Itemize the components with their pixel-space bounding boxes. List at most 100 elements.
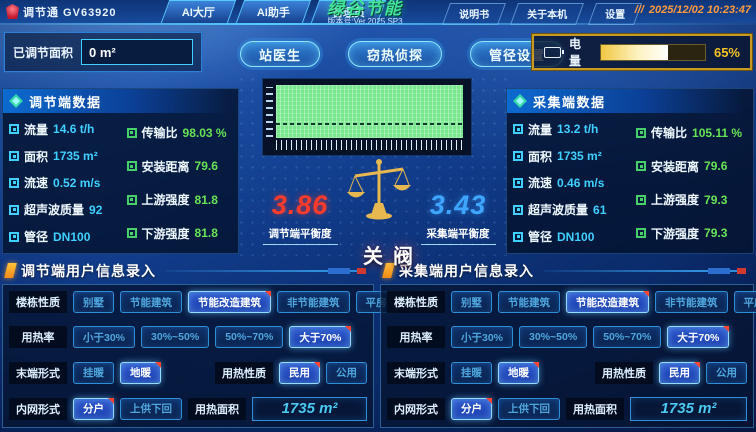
panel-collection-body: 流量 13.2 t/h 面积 1735 m² 流速 0.46 m/s 超声波质量 61 … (507, 113, 753, 253)
menu-item-about[interactable]: 关于本机 (509, 3, 585, 25)
option-civil-use[interactable]: 民用 (279, 361, 320, 384)
square-bullet-icon (9, 204, 19, 215)
option-bungalow[interactable]: 平房 (733, 291, 756, 313)
collection-balance-label: 采集端平衡度 (420, 226, 496, 245)
panel-regulation-header: 调节端数据 (3, 89, 238, 113)
adjusted-area-label: 已调节面积 (13, 45, 74, 60)
square-bullet-icon (636, 161, 646, 172)
top-menu: 说明书 关于本机 设置 (441, 3, 643, 25)
option-energy-saving-building[interactable]: 节能建筑 (120, 291, 182, 313)
option-gt70[interactable]: 大于70% (667, 326, 730, 349)
square-bullet-icon (513, 204, 523, 215)
metric-upstream-strength: 上游强度 81.8 (126, 191, 237, 208)
option-radiator[interactable]: 挂暖 (73, 361, 114, 384)
option-top-supply-bottom-return[interactable]: 上供下回 (498, 397, 560, 420)
option-50-70[interactable]: 50%~70% (593, 326, 662, 349)
collection-balance-block: 3.43 采集端平衡度 (402, 190, 514, 245)
battery-bar (599, 43, 706, 61)
form-collection-title: 采集端用户信息录入 (399, 262, 534, 279)
option-lt30[interactable]: 小于30% (451, 326, 514, 349)
square-bullet-icon (513, 231, 523, 242)
header-divider (166, 267, 366, 274)
option-per-household[interactable]: 分户 (451, 397, 492, 420)
option-public-use[interactable]: 公用 (706, 361, 747, 384)
option-per-household[interactable]: 分户 (73, 397, 114, 420)
square-bullet-icon (9, 177, 19, 188)
form-collection-body: 楼栋性质 别墅 节能建筑 节能改造建筑 非节能建筑 平房 用热率 小于30% 3… (380, 284, 756, 428)
heat-area-value[interactable]: 1735 m² (252, 396, 367, 421)
option-retrofit-building[interactable]: 节能改造建筑 (566, 291, 649, 313)
app-title-block: 绿谷节能 版本号:Ver.2025 SP3 (300, 0, 430, 26)
metric-ultrasonic-quality: 超声波质量 92 (9, 201, 119, 218)
form-regulation-header: 调节端用户信息录入 (2, 258, 374, 283)
option-non-energy-saving-building[interactable]: 非节能建筑 (277, 291, 350, 313)
square-bullet-icon (513, 124, 523, 135)
heat-area-label: 用热面积 (188, 397, 246, 420)
square-bullet-icon (9, 151, 19, 162)
option-public-use[interactable]: 公用 (326, 361, 367, 384)
panel-regulation-title: 调节端数据 (29, 94, 102, 110)
metric-transmission-ratio: 传输比 98.03 % (126, 124, 237, 141)
option-gt70[interactable]: 大于70% (289, 326, 352, 349)
regulation-balance-block: 3.86 调节端平衡度 (244, 190, 356, 245)
menu-item-manual[interactable]: 说明书 (441, 3, 507, 25)
metric-transmission-ratio: 传输比 105.11 % (636, 124, 751, 141)
panel-collection-data: 采集端数据 流量 13.2 t/h 面积 1735 m² 流速 0.46 m/s 超声… (506, 88, 754, 254)
option-50-70[interactable]: 50%~70% (215, 326, 284, 349)
option-radiator[interactable]: 挂暖 (451, 361, 492, 384)
tab-ai-hall[interactable]: AI大厅 (160, 0, 236, 23)
signal-scope (262, 78, 472, 156)
square-bullet-icon (126, 127, 137, 138)
datetime: /// 2025/12/02 10:23:47 (635, 4, 751, 16)
heat-nature-label: 用热性质 (595, 361, 653, 384)
option-30-50[interactable]: 30%~50% (141, 326, 210, 349)
metric-pipe-diameter: 管径 DN100 (513, 228, 628, 245)
heat-nature-label: 用热性质 (215, 361, 273, 384)
option-energy-saving-building[interactable]: 节能建筑 (498, 291, 560, 313)
row-network-and-area: 内网形式 分户 上供下回 用热面积 1735 m² (387, 396, 747, 421)
network-type-label: 内网形式 (9, 397, 67, 420)
option-retrofit-building[interactable]: 节能改造建筑 (188, 291, 271, 313)
square-bullet-icon (126, 228, 137, 239)
option-30-50[interactable]: 30%~50% (519, 326, 588, 349)
option-top-supply-bottom-return[interactable]: 上供下回 (120, 397, 182, 420)
square-bullet-icon (636, 127, 646, 138)
battery-icon (544, 46, 564, 58)
panel-collection-title: 采集端数据 (533, 94, 606, 110)
metric-downstream-strength: 下游强度 81.8 (126, 225, 237, 242)
square-bullet-icon (126, 161, 137, 172)
battery-widget: 电量 65% (531, 33, 753, 71)
close-valve-button[interactable]: 关阀 (363, 246, 423, 268)
heat-theft-detect-button[interactable]: 窃热侦探 (348, 41, 443, 67)
heat-area-label: 用热面积 (566, 397, 624, 420)
option-lt30[interactable]: 小于30% (73, 326, 136, 349)
collection-balance-value: 3.43 (429, 190, 487, 220)
square-bullet-icon (513, 177, 523, 188)
form-collection-user-info: 采集端用户信息录入 楼栋性质 别墅 节能建筑 节能改造建筑 非节能建筑 平房 用… (380, 258, 756, 430)
option-floor-heating[interactable]: 地暖 (120, 361, 161, 384)
row-building-type: 楼栋性质 别墅 节能建筑 节能改造建筑 非节能建筑 平房 (387, 291, 756, 313)
option-non-energy-saving-building[interactable]: 非节能建筑 (655, 291, 728, 313)
station-doctor-button[interactable]: 站医生 (240, 41, 321, 67)
option-floor-heating[interactable]: 地暖 (498, 361, 539, 384)
building-type-label: 楼栋性质 (387, 291, 445, 313)
heat-rate-label: 用热率 (387, 326, 445, 349)
heat-area-value[interactable]: 1735 m² (630, 396, 747, 421)
option-villa[interactable]: 别墅 (73, 291, 114, 313)
option-villa[interactable]: 别墅 (451, 291, 492, 313)
panel-regulation-body: 流量 14.6 t/h 面积 1735 m² 流速 0.52 m/s 超声波质量 92 … (3, 113, 238, 253)
header-divider (544, 267, 746, 274)
form-regulation-user-info: 调节端用户信息录入 楼栋性质 别墅 节能建筑 节能改造建筑 非节能建筑 平房 用… (2, 258, 397, 430)
form-regulation-title: 调节端用户信息录入 (21, 262, 156, 279)
row-building-type: 楼栋性质 别墅 节能建筑 节能改造建筑 非节能建筑 平房 (9, 291, 397, 313)
terminal-type-label: 末端形式 (387, 361, 445, 384)
diamond-icon (9, 94, 23, 108)
metric-ultrasonic-quality: 超声波质量 61 (513, 201, 628, 218)
scope-left-ticks (266, 87, 273, 137)
option-civil-use[interactable]: 民用 (659, 361, 700, 384)
orange-bracket-icon (4, 263, 17, 278)
terminal-type-label: 末端形式 (9, 361, 67, 384)
heat-rate-label: 用热率 (9, 326, 67, 349)
adjusted-area-input[interactable]: 0 m² (81, 39, 193, 65)
